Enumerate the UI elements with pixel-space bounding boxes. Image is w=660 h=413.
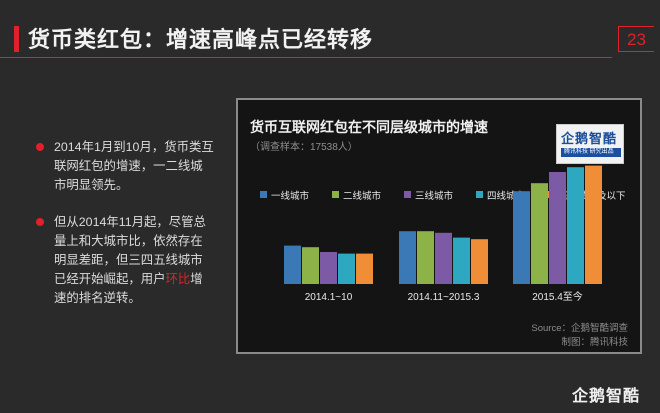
bullet-item: 2014年1月到10月，货币类互联网红包的增速，一二线城市明显领先。 (30, 138, 215, 195)
legend-swatch (260, 191, 267, 198)
bar (284, 245, 301, 284)
chart-subtitle: （调查样本：17538人） (250, 142, 358, 153)
x-tick-label: 2014.11~2015.3 (408, 292, 480, 303)
bar (549, 172, 566, 284)
title-underline (0, 57, 612, 58)
legend-item: 四线城市 (476, 188, 525, 202)
bar (417, 231, 434, 284)
legend-swatch (404, 191, 411, 198)
chart-source: Source：企鹅智酷调查 制图：腾讯科技 (520, 322, 628, 350)
credit-line: 制图：腾讯科技 (561, 337, 628, 348)
x-tick-label: 2015.4至今 (532, 290, 583, 303)
bar (453, 237, 470, 284)
legend-label: 一线城市 (271, 191, 310, 202)
bullet-dot-icon (36, 218, 44, 226)
title-accent-bar (14, 26, 19, 52)
bar (399, 231, 416, 284)
bullet-text-end: 增速的排名逆转。 (54, 272, 203, 305)
chart-title: 货币互联网红包在不同层级城市的增速 (250, 119, 488, 135)
page-number: 23 (618, 26, 654, 52)
bullet-text: 但从2014年11月起，尽管总量上和大城市比，依然存在明显差距，但三四五线城市已… (54, 215, 206, 286)
bar-chart: 2014.1~10 2014.11~2015.3 2015.4至今 (284, 165, 602, 303)
page-title: 货币类红包：增速高峰点已经转移 (28, 27, 374, 52)
legend-item: 三线城市 (404, 188, 453, 202)
bar (513, 191, 530, 284)
bar (585, 165, 602, 284)
footer-brand: 企鹅智酷 (572, 388, 641, 405)
legend-item: 二线城市 (332, 188, 381, 202)
bullet-text: 2014年1月到10月，货币类互联网红包的增速，一二线城市明显领先。 (54, 140, 214, 192)
legend-swatch (476, 191, 483, 198)
bar (567, 167, 584, 284)
bar (531, 183, 548, 284)
bullet-list: 2014年1月到10月，货币类互联网红包的增速，一二线城市明显领先。 但从201… (30, 138, 215, 326)
brand-logo: 企鹅智酷 腾讯科技 研究出品 (556, 124, 624, 164)
logo-tag-bar: 腾讯科技 研究出品 (561, 148, 621, 157)
legend-label: 三线城市 (415, 191, 454, 202)
bullet-highlight: 环比 (165, 272, 191, 286)
logo-text: 企鹅智酷 (561, 131, 618, 146)
bar (302, 247, 319, 284)
x-tick-label: 2014.1~10 (305, 292, 353, 303)
bar (435, 232, 452, 284)
bullet-item: 但从2014年11月起，尽管总量上和大城市比，依然存在明显差距，但三四五线城市已… (30, 213, 215, 308)
bar (320, 252, 337, 284)
legend-label: 二线城市 (343, 191, 382, 202)
bar (471, 239, 488, 284)
bar (356, 253, 373, 284)
legend-label: 四线城市 (487, 191, 526, 202)
source-line: Source：企鹅智酷调查 (531, 323, 628, 334)
bullet-dot-icon (36, 143, 44, 151)
legend-item: 一线城市 (260, 188, 309, 202)
bar (338, 253, 355, 284)
logo-tag: 腾讯科技 研究出品 (564, 149, 614, 155)
legend-swatch (332, 191, 339, 198)
